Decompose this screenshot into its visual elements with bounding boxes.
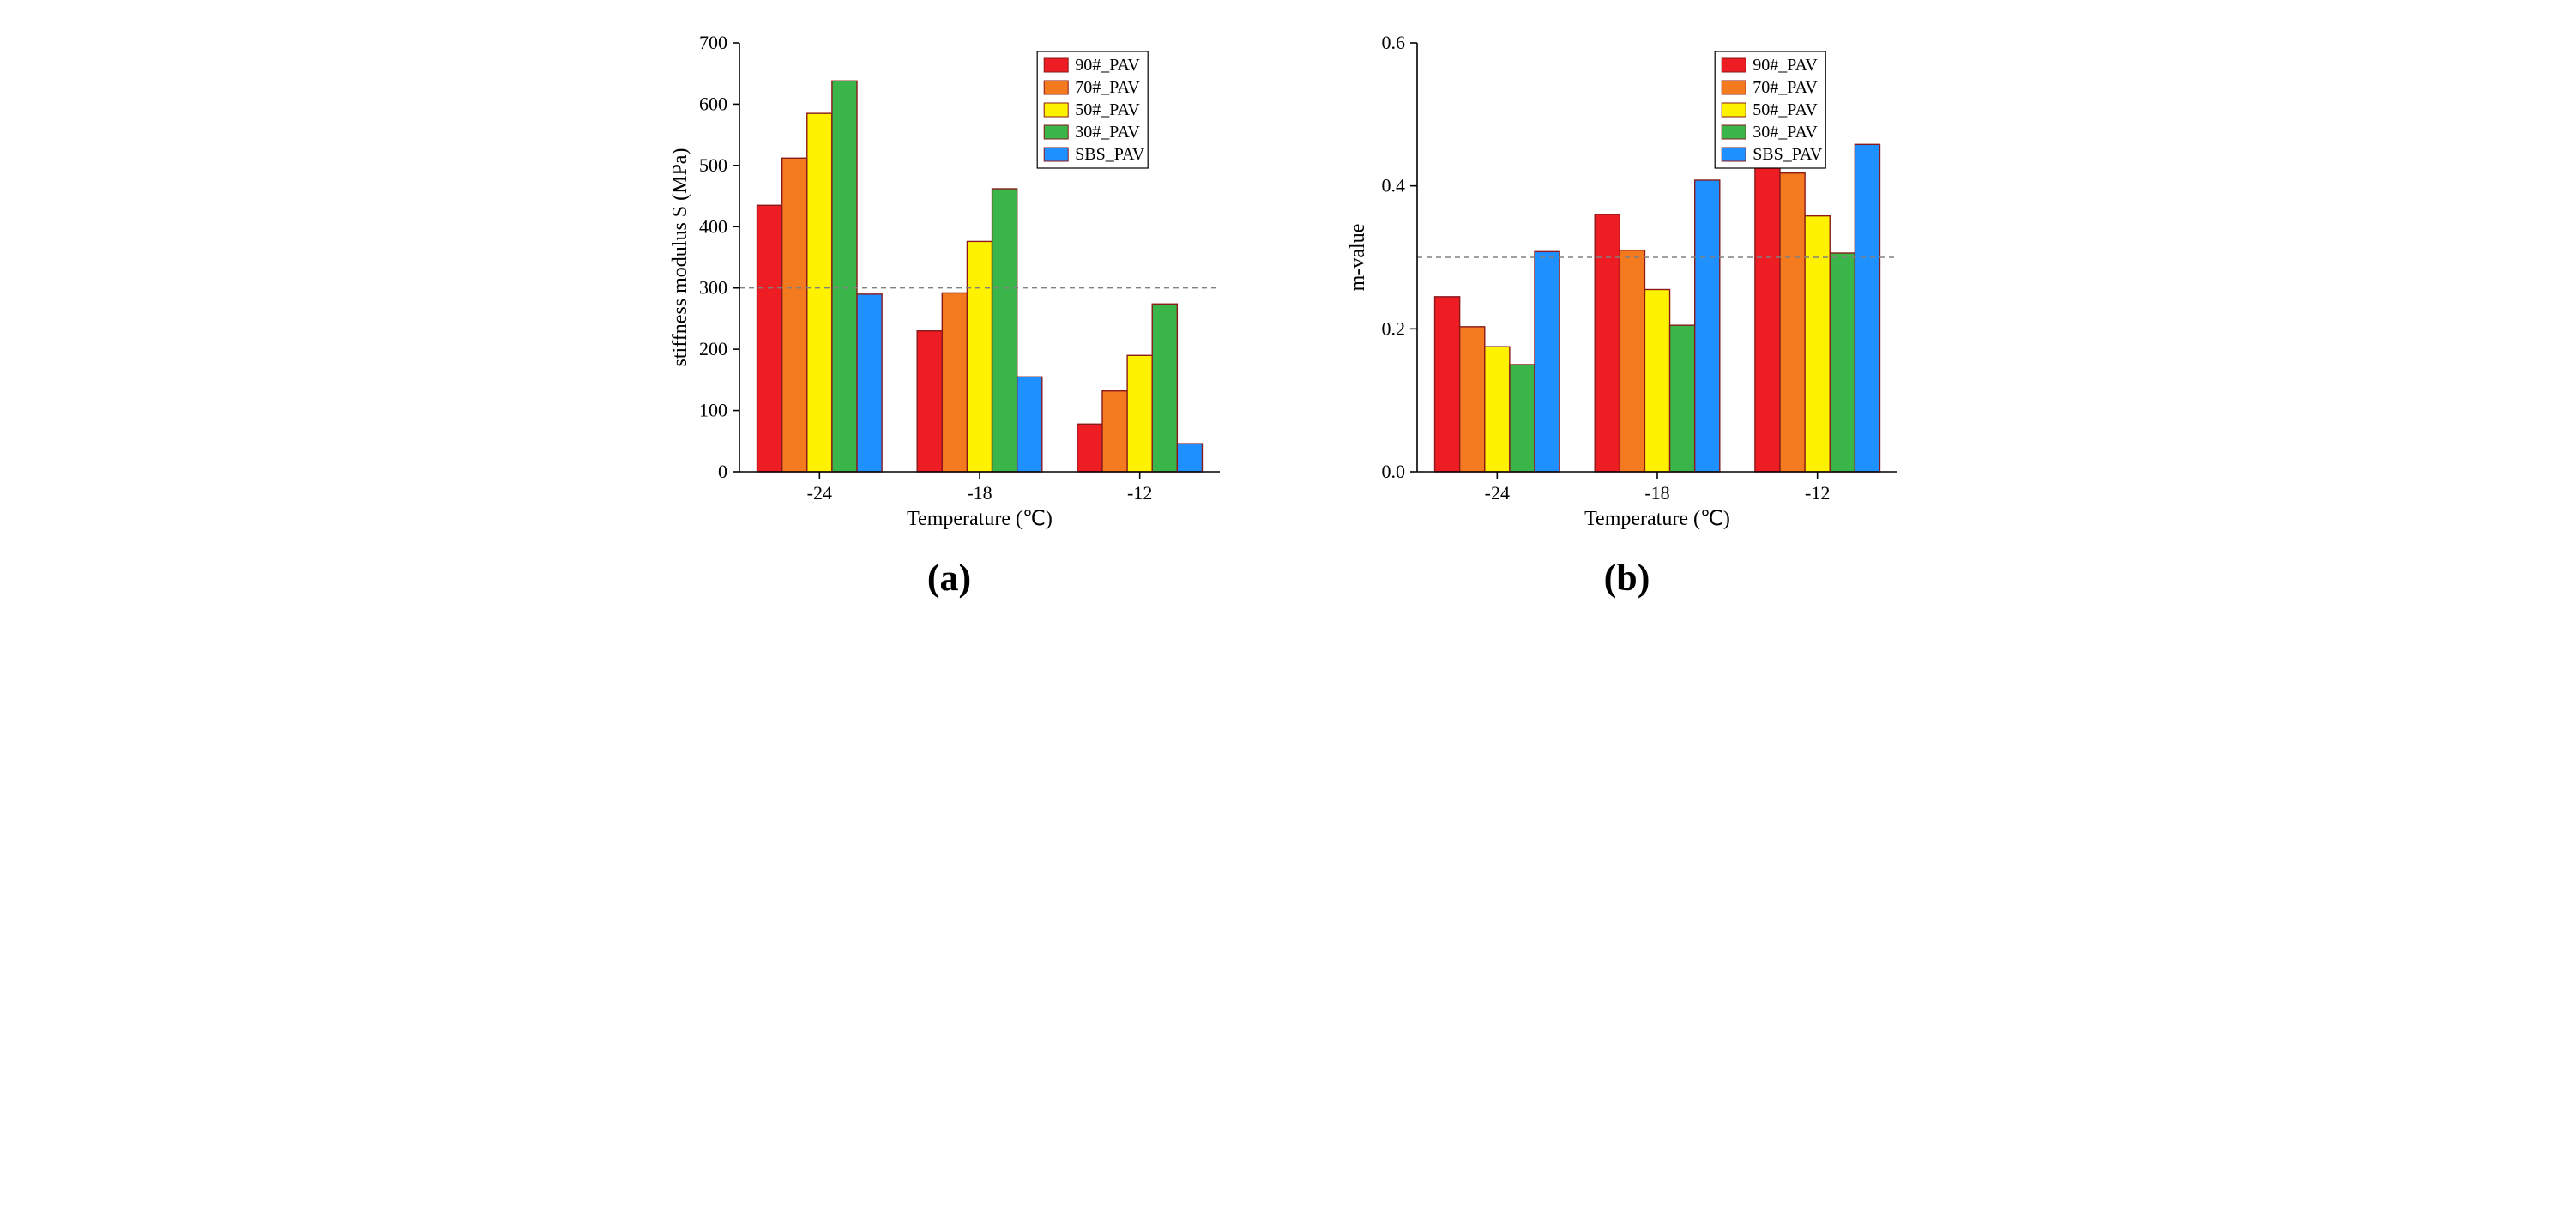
- bar: [992, 189, 1017, 472]
- x-tick-label: -18: [967, 482, 992, 504]
- bar: [917, 331, 942, 472]
- bar: [942, 293, 967, 472]
- bar: [967, 241, 992, 472]
- legend-swatch: [1722, 58, 1746, 72]
- y-tick-label: 0.4: [1381, 175, 1405, 196]
- legend-swatch: [1044, 125, 1068, 139]
- y-tick-label: 500: [699, 154, 727, 176]
- bar: [1805, 216, 1830, 472]
- subplot-label-a: (a): [927, 556, 971, 600]
- bar: [1127, 355, 1152, 472]
- legend-label: 50#_PAV: [1075, 100, 1140, 119]
- y-axis-label: m-value: [1347, 224, 1369, 292]
- y-tick-label: 700: [699, 32, 727, 53]
- bar: [1535, 251, 1559, 472]
- bar: [857, 294, 882, 472]
- legend-label: SBS_PAV: [1075, 145, 1145, 164]
- y-tick-label: 400: [699, 215, 727, 237]
- bar: [1644, 290, 1669, 473]
- legend-label: 30#_PAV: [1753, 123, 1818, 142]
- bar: [1459, 327, 1484, 472]
- legend-swatch: [1044, 148, 1068, 161]
- y-axis-label: stiffness modulus S (MPa): [669, 148, 691, 367]
- panel-b: 0.0 0.2 0.4 0.6 -24 -18 -12 Temperature (℃) m-va…: [1340, 26, 1915, 600]
- x-tick-label: -18: [1644, 482, 1669, 504]
- bar: [1669, 325, 1694, 472]
- figure-row: 0 100 200 300 400 500 600 700 -24 -18 -12 Temperatu…: [0, 0, 2576, 608]
- legend-swatch: [1722, 103, 1746, 117]
- bar: [1754, 160, 1779, 472]
- subplot-label-b: (b): [1604, 556, 1650, 600]
- bar: [1830, 253, 1855, 472]
- x-tick-label: -12: [1127, 482, 1152, 504]
- legend-swatch: [1044, 58, 1068, 72]
- chart-a-svg: 0 100 200 300 400 500 600 700 -24 -18 -12 Temperatu…: [662, 26, 1237, 540]
- y-tick-label: 0.6: [1381, 32, 1405, 53]
- y-tick-label: 300: [699, 277, 727, 299]
- bar: [1017, 377, 1041, 472]
- bar: [757, 205, 781, 472]
- bar: [1694, 180, 1719, 472]
- bar: [1779, 173, 1804, 472]
- x-tick-label: -24: [806, 482, 831, 504]
- legend-label: 70#_PAV: [1753, 78, 1818, 97]
- legend-label: 70#_PAV: [1075, 78, 1140, 97]
- legend-swatch: [1044, 81, 1068, 94]
- bar: [1101, 391, 1126, 472]
- y-tick-label: 0.2: [1381, 317, 1405, 339]
- legend-swatch: [1722, 81, 1746, 94]
- legend-swatch: [1722, 148, 1746, 161]
- y-tick-label: 0: [718, 461, 727, 482]
- legend-swatch: [1722, 125, 1746, 139]
- y-tick-label: 600: [699, 93, 727, 114]
- bar: [1855, 144, 1879, 472]
- y-tick-label: 100: [699, 400, 727, 421]
- y-tick-label: 200: [699, 338, 727, 359]
- bar: [1484, 347, 1509, 472]
- bar: [806, 113, 831, 472]
- bar: [1077, 424, 1101, 472]
- panel-a: 0 100 200 300 400 500 600 700 -24 -18 -12 Temperatu…: [662, 26, 1237, 600]
- bar: [1434, 297, 1459, 472]
- legend-label: SBS_PAV: [1753, 145, 1823, 164]
- bar: [1177, 444, 1202, 472]
- y-tick-label: 0.0: [1381, 461, 1405, 482]
- legend-label: 90#_PAV: [1075, 56, 1140, 75]
- x-tick-label: -12: [1805, 482, 1830, 504]
- legend-label: 90#_PAV: [1753, 56, 1818, 75]
- bar: [831, 81, 856, 472]
- bar: [1509, 365, 1534, 472]
- chart-b-svg: 0.0 0.2 0.4 0.6 -24 -18 -12 Temperature (℃) m-va…: [1340, 26, 1915, 540]
- bar: [1152, 304, 1177, 472]
- bar: [1620, 250, 1644, 472]
- legend-label: 30#_PAV: [1075, 123, 1140, 142]
- legend-label: 50#_PAV: [1753, 100, 1818, 119]
- bar: [781, 158, 806, 472]
- legend-swatch: [1044, 103, 1068, 117]
- x-tick-label: -24: [1484, 482, 1509, 504]
- x-axis-label: Temperature (℃): [1584, 508, 1730, 530]
- x-axis-label: Temperature (℃): [907, 508, 1053, 530]
- bar: [1595, 214, 1620, 472]
